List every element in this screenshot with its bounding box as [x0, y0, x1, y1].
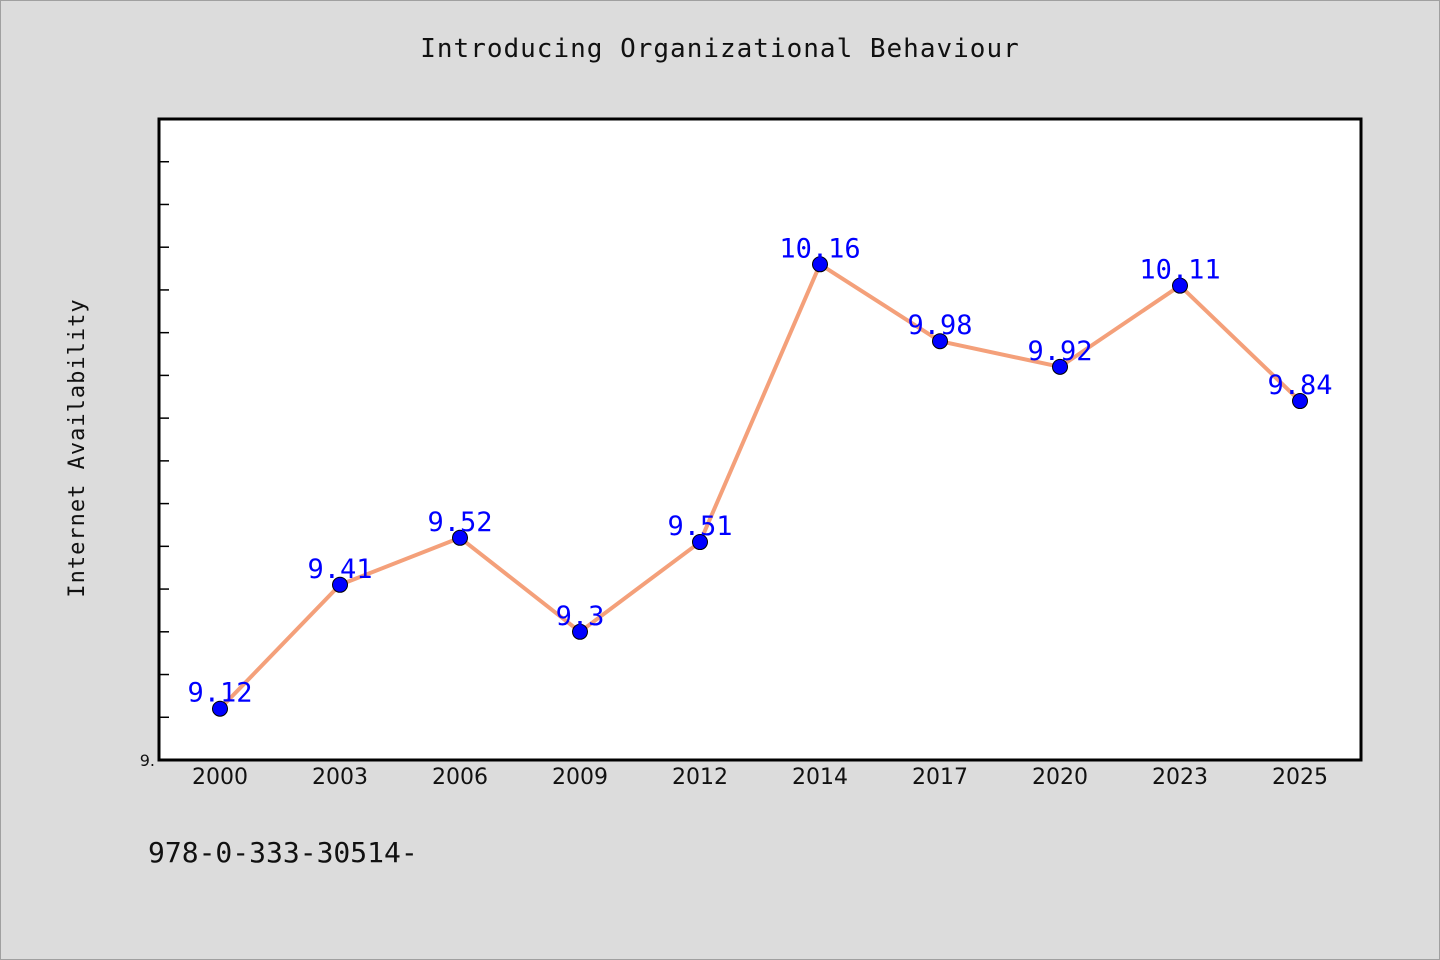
series-markers: [212, 256, 1308, 717]
data-point: [932, 333, 948, 350]
x-tick-label: 2025: [1272, 765, 1328, 790]
x-axis-ticks: 2000 2003 2006 2009 2012 2014 2017 2020 2023 2025: [192, 765, 1328, 790]
footer-note: 978-0-333-30514-: [148, 836, 418, 869]
y-axis-label: Internet Availability: [65, 298, 90, 597]
data-label: 9.3: [556, 601, 605, 632]
y-tick-label: 9.: [140, 751, 155, 770]
data-point: [332, 576, 348, 593]
data-label: 9.12: [187, 678, 252, 709]
data-label: 9.84: [1267, 370, 1332, 401]
data-point: [1052, 358, 1068, 375]
x-tick-label: 2006: [432, 765, 488, 790]
data-label: 9.52: [427, 507, 492, 538]
data-point: [812, 256, 828, 273]
x-tick-label: 2009: [552, 765, 608, 790]
data-point: [212, 700, 228, 717]
data-point: [572, 623, 588, 640]
data-point: [1292, 393, 1308, 410]
data-point: [692, 534, 708, 551]
chart-title: Introducing Organizational Behaviour: [420, 34, 1020, 64]
plot-area: [157, 117, 1363, 762]
x-tick-label: 2014: [792, 765, 848, 790]
data-label: 9.51: [667, 511, 732, 542]
data-label: 10.16: [779, 233, 860, 264]
x-tick-label: 2012: [672, 765, 728, 790]
data-labels: 9.12 9.41 9.52 9.3 9.51 10.16 9.98 9.92 10.11 9.8…: [187, 233, 1332, 708]
x-tick-label: 2003: [312, 765, 368, 790]
x-tick-label: 2000: [192, 765, 248, 790]
y-axis-ticks: 9.: [140, 160, 169, 770]
x-tick-label: 2017: [912, 765, 968, 790]
series-line: [218, 262, 1302, 711]
data-label: 9.98: [907, 310, 972, 341]
x-tick-label: 2023: [1152, 765, 1208, 790]
data-point: [452, 529, 468, 546]
data-point: [1172, 277, 1188, 294]
x-tick-label: 2020: [1032, 765, 1088, 790]
data-label: 10.11: [1139, 255, 1220, 286]
data-label: 9.92: [1027, 336, 1092, 367]
data-label: 9.41: [307, 554, 372, 585]
